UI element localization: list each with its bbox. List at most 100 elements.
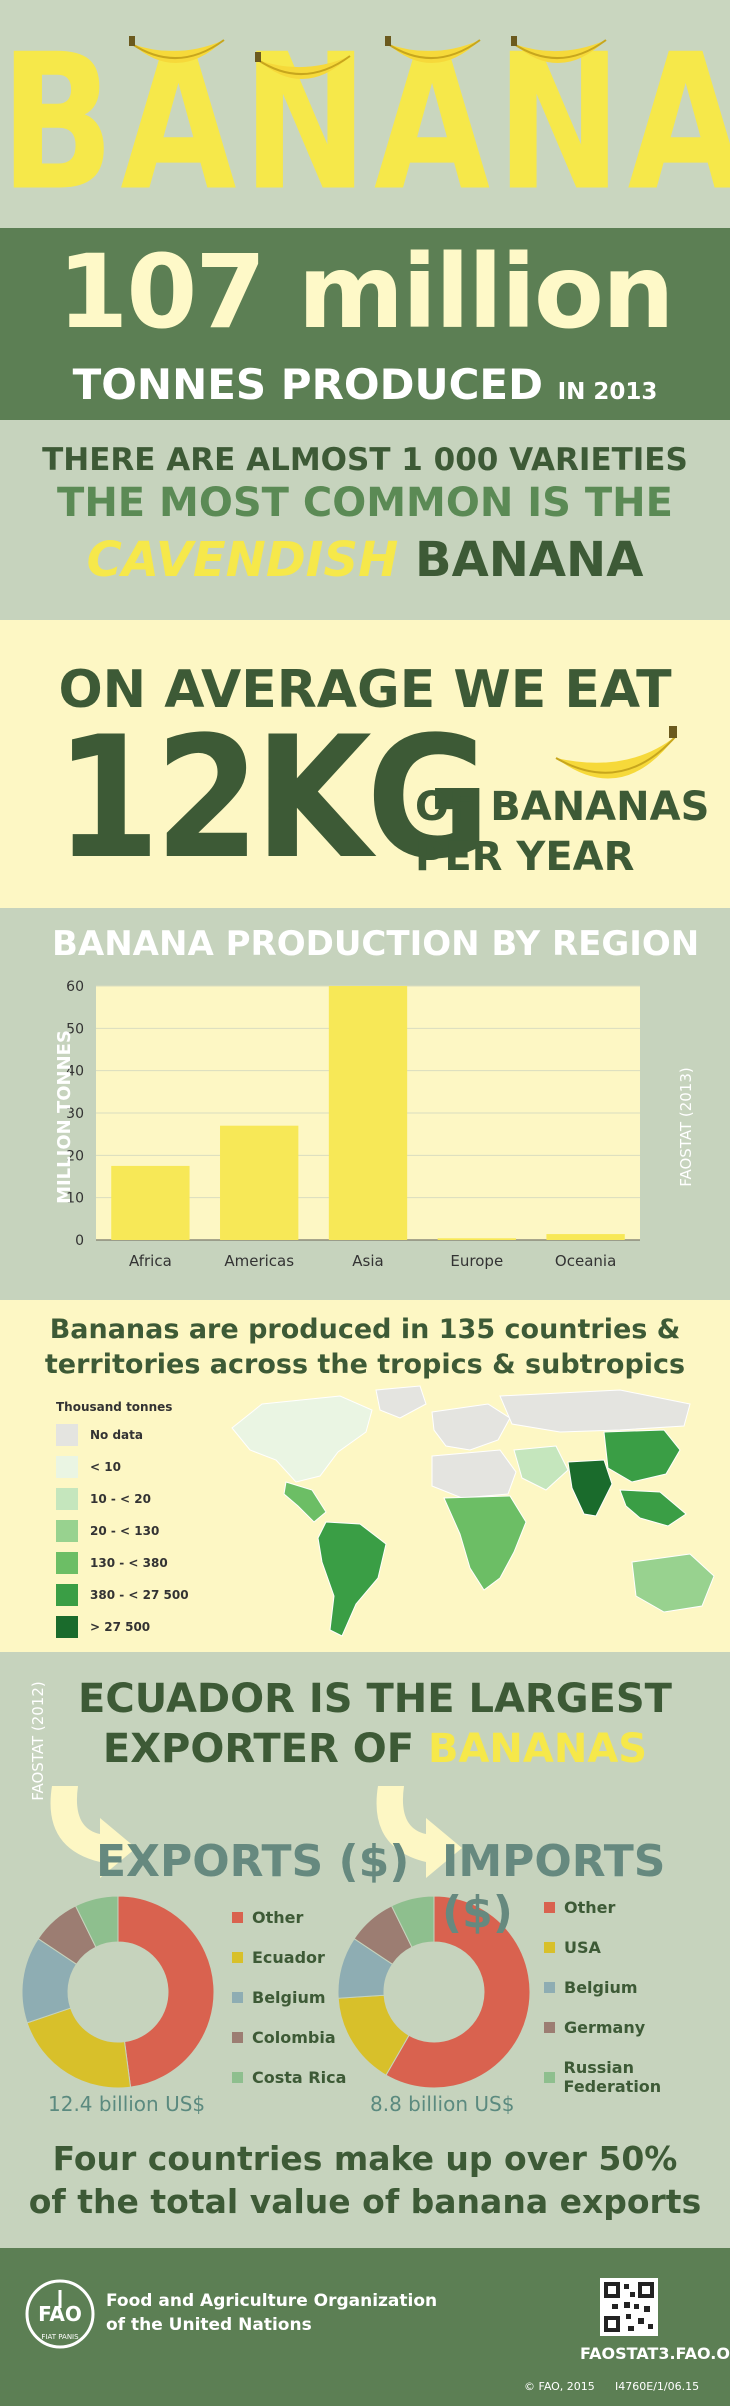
fao-logo-icon: FAO FIAT PANIS [25,2279,95,2349]
exports-legend-item: Costa Rica [232,2068,346,2087]
bar-oceania [546,1234,625,1240]
trade-graphics [21,1786,531,2089]
map-legend-item: 380 - < 27 500 [56,1584,189,1606]
legend-swatch [56,1616,78,1638]
north-america-region [231,1395,373,1483]
legend-swatch [544,1982,555,1993]
faostat-link[interactable]: FAOSTAT3.FAO.ORG [580,2344,730,2363]
exports-total: 12.4 billion US$ [48,2092,206,2116]
production-unit-text: TONNES PRODUCED [72,360,543,409]
map-legend-item: No data [56,1424,143,1446]
world-map [231,1385,715,1637]
trade-title-highlight: BANANAS [427,1726,648,1772]
y-tick-label: 40 [66,1064,84,1080]
varieties-line2: THE MOST COMMON IS THE [57,480,673,526]
legend-swatch [56,1424,78,1446]
exports-heading: EXPORTS ($) [96,1836,410,1887]
y-tick-label: 60 [66,979,84,995]
imports-slice-russian-federation [390,1895,435,1948]
bar-chart: 0 10 20 30 40 50 60 MILLION TONNES Africa America… [54,979,640,1270]
europe-region [431,1403,511,1451]
legend-swatch [56,1456,78,1478]
legend-label: 380 - < 27 500 [90,1588,189,1602]
y-tick-label: 50 [66,1021,84,1037]
footer: FAO FIAT PANIS Food and Agriculture Orga… [0,2248,730,2406]
qr-code-icon[interactable] [600,2278,658,2336]
legend-swatch [56,1488,78,1510]
imports-total: 8.8 billion US$ [370,2092,515,2116]
consumption-line2: OF BANANAS [415,784,710,830]
production-unit: TONNES PRODUCED IN 2013 [0,360,730,409]
north-africa-region [431,1449,517,1499]
map-title-line2: territories across the tropics & subtrop… [44,1349,686,1381]
legend-swatch [232,1912,243,1923]
map-legend-title: Thousand tonnes [56,1400,173,1414]
y-axis-label: MILLION TONNES [54,1030,75,1204]
x-tick-label: Oceania [555,1252,616,1270]
india-region [567,1459,613,1517]
legend-label: Colombia [252,2028,336,2047]
consumption-line3: PER YEAR [415,834,635,880]
greenland-region [375,1385,427,1419]
middle-east-region [513,1445,569,1491]
legend-swatch [232,1952,243,1963]
south-america-region [317,1521,387,1637]
trade-note-line2: of the total value of banana exports [28,2181,702,2221]
legend-label: Belgium [564,1978,638,1997]
y-tick-label: 10 [66,1191,84,1207]
legend-swatch [232,2032,243,2043]
imports-legend-item: Russian Federation [544,2058,730,2096]
imports-legend-item: Belgium [544,1978,638,1997]
exports-slice-other [117,1895,215,2088]
bar-europe [437,1238,516,1240]
legend-swatch [544,1902,555,1913]
exports-legend-item: Colombia [232,2028,336,2047]
legend-swatch [56,1584,78,1606]
trade-title-line2-text: EXPORTER OF [102,1726,428,1772]
legend-swatch [544,2022,555,2033]
banana-icon [385,36,481,64]
consumption-unit: OF BANANAS PER YEAR [415,782,709,882]
legend-label: > 27 500 [90,1620,151,1634]
legend-label: Russian Federation [563,2058,662,2096]
legend-label: No data [90,1428,143,1442]
banana-icon [255,52,351,80]
bar-africa [111,1165,190,1240]
imports-heading: IMPORTS ($) [442,1836,666,1938]
legend-label: Germany [564,2018,646,2037]
map-legend-item: 130 - < 380 [56,1552,168,1574]
consumption-section: ON AVERAGE WE EAT 12KG OF BANANAS PER YE… [0,620,730,908]
chart-title: BANANA PRODUCTION BY REGION [52,924,700,964]
map-legend-item: > 27 500 [56,1616,150,1638]
legend-label: Costa Rica [252,2068,347,2087]
trade-note: Four countries make up over 50% of the t… [0,2138,730,2224]
legend-swatch [56,1552,78,1574]
legend-swatch [544,2071,555,2083]
russia-region [499,1389,691,1433]
title-section: BANANAS [0,0,730,228]
legend-label: 10 - < 20 [90,1492,151,1506]
chart-section: BANANA PRODUCTION BY REGION FAOSTAT (201… [0,908,730,1300]
x-tick-label: Americas [224,1252,294,1270]
exports-legend-item: Belgium [232,1988,326,2007]
trade-title-line2: EXPORTER OF BANANAS [20,1724,730,1774]
exports-legend-item: Ecuador [232,1948,325,1967]
imports-arrow-icon [376,1786,462,1878]
map-title: Bananas are produced in 135 countries & … [0,1312,730,1382]
exports-arrow-icon [50,1786,136,1878]
main-title: BANANAS [0,15,730,228]
se-asia-region [619,1489,687,1527]
legend-label: USA [564,1938,601,1957]
banana-icon [129,36,225,64]
trade-section: FAOSTAT (2012) ECUADOR IS THE LARGEST EX… [0,1652,730,2248]
exports-slice-ecuador [26,2007,132,2089]
y-tick-label: 30 [66,1106,84,1122]
org-line1: Food and Agriculture Organization [106,2291,438,2311]
legend-label: Other [564,1898,616,1917]
map-title-line1: Bananas are produced in 135 countries & [49,1314,681,1345]
cavendish-highlight: CAVENDISH [86,532,399,588]
legend-swatch [232,2072,243,2083]
central-america-region [283,1481,327,1523]
banana-icon [555,726,677,779]
exports-legend-item: Other [232,1908,303,1927]
